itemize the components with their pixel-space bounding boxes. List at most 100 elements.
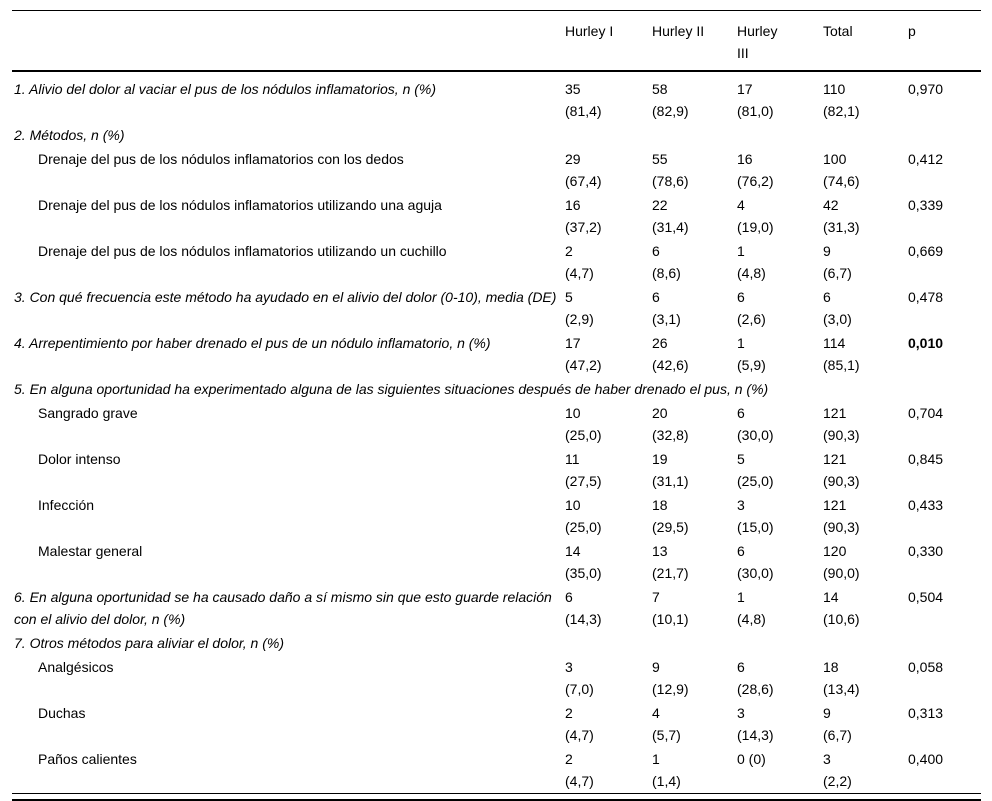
value-cell: 4 (19,0) [737,193,823,239]
value-cell: 100 (74,6) [823,147,908,193]
row-label: 1. Alivio del dolor al vaciar el pus de … [14,81,437,97]
table-row: 5. En alguna oportunidad ha experimentad… [12,377,981,401]
value-line: 1 [737,243,745,259]
column-header-text: p [908,23,916,39]
value-line: 10 [565,497,581,513]
value-line: 3 [823,751,831,767]
value-line: (3,0) [823,311,852,327]
value-cell: 6 (30,0) [737,539,823,585]
table-row: 3. Con qué frecuencia este método ha ayu… [12,285,981,331]
value-line: (2,9) [565,311,594,327]
table-row: Infección 10 (25,0) 18 (29,5) 3 (15,0) 121 (90,3… [12,493,981,539]
row-label: Drenaje del pus de los nódulos inflamato… [38,243,447,259]
value-line: 2 [565,705,573,721]
value-line: 121 [823,497,847,513]
value-line: (28,6) [737,681,774,697]
value-cell: 19 (31,1) [652,447,737,493]
value-cell: 20 (32,8) [652,401,737,447]
value-line: 0 (0) [737,751,766,767]
value-line: 14 [565,543,581,559]
value-line: 121 [823,451,847,467]
value-cell: 6 (2,6) [737,285,823,331]
value-line: 9 [823,243,831,259]
value-line: (32,8) [652,427,689,443]
value-cell: 14 (10,6) [823,585,908,631]
value-cell: 5 (25,0) [737,447,823,493]
paper-table-page: Hurley I Hurley II Hurley III Total p 1. Ali… [12,10,981,801]
value-cell: 22 (31,4) [652,193,737,239]
value-line: (31,1) [652,473,689,489]
value-cell: 26 (42,6) [652,331,737,377]
table-header: Hurley I Hurley II Hurley III Total p [12,10,981,72]
table-body: 1. Alivio del dolor al vaciar el pus de … [12,71,981,794]
p-value: 0,704 [908,405,944,421]
value-line: 9 [652,659,660,675]
value-line: (29,5) [652,519,689,535]
value-line: 2 [565,751,573,767]
value-cell: 17 (47,2) [565,331,652,377]
p-value: 0,970 [908,81,944,97]
value-cell: 120 (90,0) [823,539,908,585]
value-line: (4,7) [565,265,594,281]
value-line: 6 [652,243,660,259]
table-row: 7. Otros métodos para aliviar el dolor, … [12,631,981,655]
table-row: Paños calientes 2 (4,7) 1 (1,4) 0 (0) 3 (2,2) 0,… [12,747,981,794]
value-cell: 6 (14,3) [565,585,652,631]
p-value: 0,433 [908,497,944,513]
value-cell: 18 (13,4) [823,655,908,701]
table-row: Drenaje del pus de los nódulos inflamato… [12,239,981,285]
value-cell: 3 (7,0) [565,655,652,701]
value-line: 6 [737,405,745,421]
value-cell: 6 (8,6) [652,239,737,285]
value-cell: 6 (3,1) [652,285,737,331]
value-line: 10 [565,405,581,421]
column-header-hurley-i: Hurley I [565,10,652,72]
value-line: 1 [737,335,745,351]
row-label: Dolor intenso [38,451,121,467]
value-line: (7,0) [565,681,594,697]
value-line: (14,3) [737,727,774,743]
p-value: 0,058 [908,659,944,675]
value-line: 6 [737,543,745,559]
value-cell: 35 (81,4) [565,71,652,123]
p-value: 0,504 [908,589,944,605]
value-line: 42 [823,197,839,213]
value-line: (85,1) [823,357,860,373]
value-line: (76,2) [737,173,774,189]
value-cell: 29 (67,4) [565,147,652,193]
value-line: 5 [737,451,745,467]
row-label: 6. En alguna oportunidad se ha causado d… [14,589,552,627]
value-line: 121 [823,405,847,421]
value-line: (2,6) [737,311,766,327]
value-cell: 2 (4,7) [565,701,652,747]
column-header-text: Hurley I [565,23,614,39]
row-label: Infección [38,497,95,513]
value-line: 14 [823,589,839,605]
value-line: 18 [823,659,839,675]
value-line: 22 [652,197,668,213]
value-line: (90,3) [823,427,860,443]
section-label: 2. Métodos, n (%) [14,127,125,143]
value-line: 114 [823,335,846,351]
value-line: 4 [652,705,660,721]
value-line: (90,3) [823,473,860,489]
value-line: (82,9) [652,103,689,119]
value-line: 17 [565,335,581,351]
value-line: (30,0) [737,427,774,443]
p-value: 0,330 [908,543,944,559]
value-line: 2 [565,243,573,259]
value-line: (10,1) [652,611,689,627]
table-row: 6. En alguna oportunidad se ha causado d… [12,585,981,631]
value-line: (3,1) [652,311,681,327]
value-cell: 2 (4,7) [565,239,652,285]
value-line: 3 [737,705,745,721]
column-header-p: p [908,10,981,72]
value-line: (4,8) [737,265,766,281]
value-cell: 5 (2,9) [565,285,652,331]
value-line: 26 [652,335,668,351]
value-line: (42,6) [652,357,689,373]
value-line: (4,8) [737,611,766,627]
value-line: (78,6) [652,173,689,189]
value-line: (67,4) [565,173,602,189]
value-line: (8,6) [652,265,681,281]
